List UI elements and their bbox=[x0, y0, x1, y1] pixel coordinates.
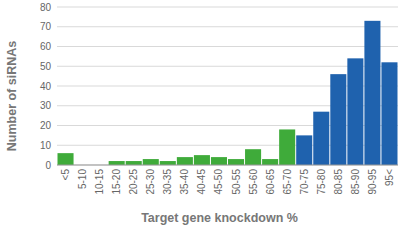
x-tick-label: 35-40 bbox=[179, 169, 190, 195]
x-tick-label: 70-75 bbox=[299, 169, 310, 195]
y-tick-label: 70 bbox=[40, 21, 52, 32]
x-tick-label: 25-30 bbox=[145, 169, 156, 195]
y-axis-title: Number of siRNAs bbox=[5, 41, 19, 151]
bar bbox=[330, 74, 346, 165]
grid-line bbox=[57, 7, 398, 8]
bar bbox=[228, 159, 244, 165]
y-tick-label: 10 bbox=[40, 140, 52, 151]
grid-line bbox=[57, 105, 398, 106]
y-tick-label: 0 bbox=[45, 160, 51, 171]
x-tick-label: <5 bbox=[60, 169, 71, 181]
x-tick-label: 10-15 bbox=[94, 169, 105, 195]
bar bbox=[109, 161, 125, 165]
bar bbox=[58, 153, 74, 165]
bar bbox=[143, 159, 159, 165]
x-tick-label: 5-10 bbox=[77, 169, 88, 189]
x-axis-title: Target gene knockdown % bbox=[141, 211, 298, 225]
grid-line bbox=[57, 66, 398, 67]
x-tick-label: 65-70 bbox=[282, 169, 293, 195]
x-tick-label: 40-45 bbox=[196, 169, 207, 195]
x-tick-label: 15-20 bbox=[111, 169, 122, 195]
x-tick-label: 80-85 bbox=[333, 169, 344, 195]
bar bbox=[364, 21, 380, 165]
x-tick-label: 95< bbox=[384, 169, 395, 186]
x-axis-line bbox=[57, 165, 398, 166]
bar bbox=[126, 161, 142, 165]
grid-line bbox=[57, 165, 398, 166]
x-tick-label: 90-95 bbox=[367, 169, 378, 195]
bar bbox=[296, 135, 312, 165]
bar bbox=[279, 129, 295, 165]
y-tick-label: 40 bbox=[40, 81, 52, 92]
bars bbox=[58, 21, 398, 165]
x-tick-label: 50-55 bbox=[231, 169, 242, 195]
y-tick-label: 80 bbox=[40, 2, 52, 13]
y-tick-label: 20 bbox=[40, 120, 52, 131]
bar bbox=[347, 58, 363, 165]
grid-line bbox=[57, 145, 398, 146]
x-tick-label: 75-80 bbox=[316, 169, 327, 195]
y-tick-label: 50 bbox=[40, 61, 52, 72]
bar bbox=[262, 159, 278, 165]
bar bbox=[211, 157, 227, 165]
x-tick-label: 85-90 bbox=[350, 169, 361, 195]
x-tick-label: 60-65 bbox=[265, 169, 276, 195]
grid-line bbox=[57, 125, 398, 126]
x-tick-label: 30-35 bbox=[162, 169, 173, 195]
bar bbox=[177, 157, 193, 165]
bar bbox=[245, 149, 261, 165]
chart-container: 0 10 20 30 40 50 60 70 80 <5 5-10 10-15 15-20 20-25 25… bbox=[0, 0, 405, 227]
grid-line bbox=[57, 26, 398, 27]
x-tick-label: 45-50 bbox=[213, 169, 224, 195]
x-tick-label: 20-25 bbox=[128, 169, 139, 195]
grid-line bbox=[57, 86, 398, 87]
bar bbox=[160, 161, 176, 165]
bar bbox=[313, 112, 329, 165]
bar bbox=[194, 155, 210, 165]
y-tick-label: 30 bbox=[40, 100, 52, 111]
y-tick-label: 60 bbox=[40, 41, 52, 52]
x-tick-label: 55-60 bbox=[248, 169, 259, 195]
grid-line bbox=[57, 46, 398, 47]
chart-svg: 0 10 20 30 40 50 60 70 80 <5 5-10 10-15 15-20 20-25 25… bbox=[0, 0, 405, 227]
bar bbox=[381, 62, 397, 165]
